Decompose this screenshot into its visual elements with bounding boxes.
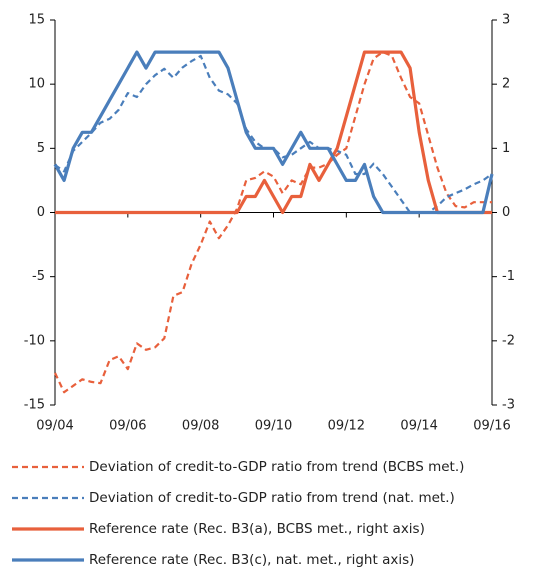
- x-tick-label: 09/16: [473, 419, 510, 434]
- legend-label: Reference rate (Rec. B3(c), nat. met., r…: [89, 552, 414, 568]
- series-line: [55, 50, 492, 215]
- series-line: [54, 51, 492, 394]
- series-line: [53, 50, 494, 215]
- y-tick-label: -5: [32, 269, 45, 284]
- x-tick-label: 09/14: [400, 419, 437, 434]
- y2-tick-label: -1: [502, 269, 515, 284]
- x-tick-label: 09/06: [109, 419, 146, 434]
- legend-label: Deviation of credit-to-GDP ratio from tr…: [89, 490, 455, 506]
- y2-tick-label: 0: [502, 205, 510, 220]
- y-tick-label: -10: [24, 333, 45, 348]
- y-tick-label: 10: [28, 77, 45, 92]
- y-tick-label: -15: [24, 398, 45, 413]
- y2-tick-label: 2: [502, 77, 510, 92]
- y-tick-label: 5: [37, 141, 45, 156]
- legend-label: Reference rate (Rec. B3(a), BCBS met., r…: [89, 521, 425, 537]
- y2-tick-label: 3: [502, 13, 510, 28]
- y2-tick-label: -3: [502, 398, 515, 413]
- x-tick-label: 09/10: [255, 419, 292, 434]
- x-tick-label: 09/08: [182, 419, 219, 434]
- legend-label: Deviation of credit-to-GDP ratio from tr…: [89, 459, 464, 475]
- y2-tick-label: 1: [502, 141, 510, 156]
- y2-tick-label: -2: [502, 333, 515, 348]
- x-tick-label: 09/04: [36, 419, 73, 434]
- y-tick-label: 0: [37, 205, 45, 220]
- x-tick-label: 09/12: [328, 419, 365, 434]
- y-tick-label: 15: [28, 13, 45, 28]
